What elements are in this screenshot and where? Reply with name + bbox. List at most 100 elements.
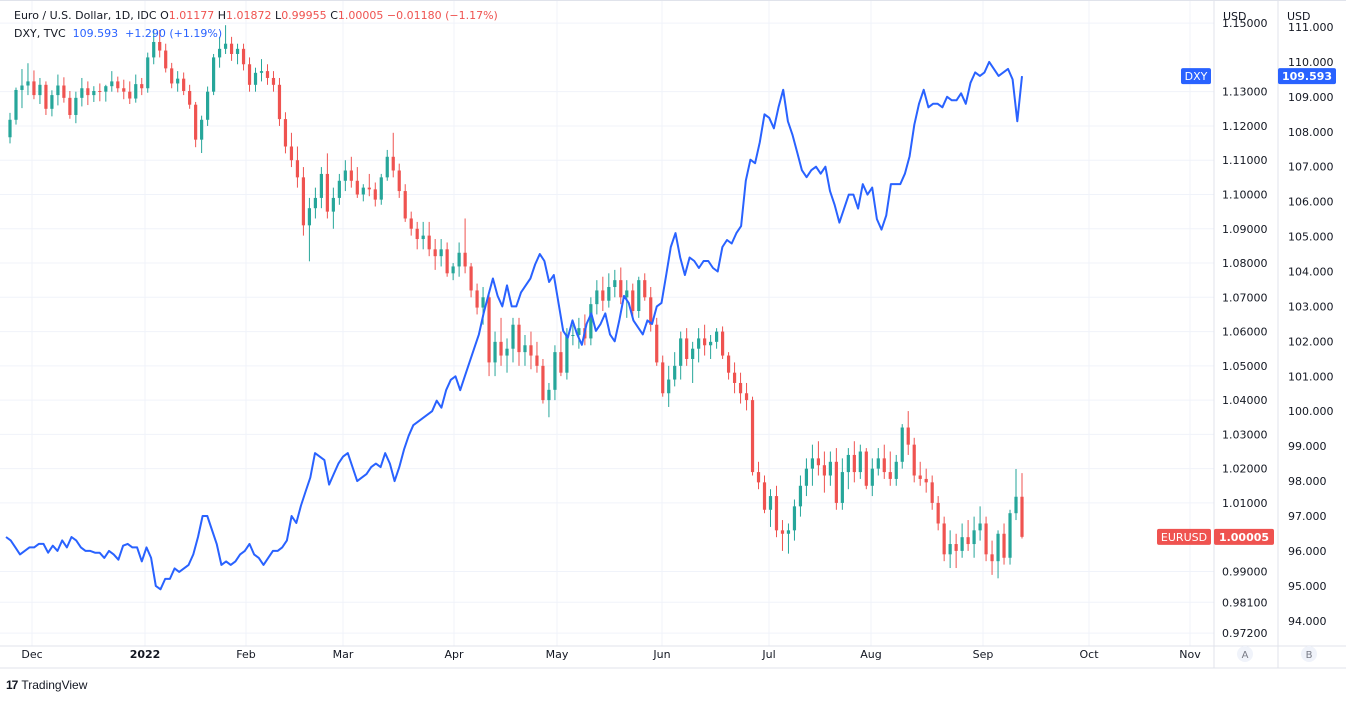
candle[interactable] bbox=[529, 331, 533, 370]
candle[interactable] bbox=[319, 167, 323, 209]
candle[interactable] bbox=[415, 221, 419, 250]
candle[interactable] bbox=[541, 358, 545, 404]
candle[interactable] bbox=[499, 317, 503, 366]
candle[interactable] bbox=[900, 424, 904, 469]
candle[interactable] bbox=[62, 77, 66, 103]
eurusd-symbol[interactable]: Euro / U.S. Dollar, 1D, IDC bbox=[14, 9, 157, 22]
candle[interactable] bbox=[14, 87, 18, 125]
candle[interactable] bbox=[68, 90, 72, 119]
candle[interactable] bbox=[756, 461, 761, 490]
candle[interactable] bbox=[146, 52, 150, 93]
candle[interactable] bbox=[936, 496, 940, 531]
candle[interactable] bbox=[942, 516, 946, 562]
candle[interactable] bbox=[732, 362, 737, 394]
candle[interactable] bbox=[283, 112, 288, 154]
candle[interactable] bbox=[182, 72, 186, 96]
candle[interactable] bbox=[726, 352, 731, 380]
candle[interactable] bbox=[331, 187, 335, 229]
candle[interactable] bbox=[1002, 523, 1006, 565]
candle[interactable] bbox=[691, 341, 695, 383]
candle[interactable] bbox=[427, 221, 431, 257]
candle[interactable] bbox=[463, 218, 467, 274]
candle[interactable] bbox=[954, 533, 958, 569]
eurusd-legend[interactable]: Euro / U.S. Dollar, 1D, IDC O1.01177 H1.… bbox=[14, 9, 498, 22]
candle[interactable] bbox=[882, 444, 886, 479]
price-scale-b[interactable]: 111.000 110.000 109.000 108.000 107.000 106.0… bbox=[1287, 10, 1334, 662]
candle[interactable] bbox=[92, 86, 96, 102]
candle[interactable] bbox=[439, 239, 443, 267]
candle[interactable] bbox=[834, 448, 838, 510]
candle[interactable] bbox=[697, 328, 701, 363]
candle[interactable] bbox=[679, 331, 683, 380]
candle[interactable] bbox=[816, 441, 821, 476]
eurusd-candles[interactable] bbox=[8, 25, 1024, 579]
candle[interactable] bbox=[56, 74, 60, 106]
candle[interactable] bbox=[188, 84, 192, 109]
candle[interactable] bbox=[750, 396, 755, 476]
candle[interactable] bbox=[8, 112, 12, 144]
candle[interactable] bbox=[325, 153, 329, 219]
candle[interactable] bbox=[259, 59, 264, 82]
candle[interactable] bbox=[337, 173, 341, 205]
candle[interactable] bbox=[643, 273, 647, 301]
candle[interactable] bbox=[403, 184, 407, 222]
candle[interactable] bbox=[876, 448, 880, 476]
scale-b-badge-circle[interactable] bbox=[1301, 646, 1317, 662]
dxy-legend[interactable]: DXY, TVC 109.593 +1.290 (+1.19%) bbox=[14, 27, 222, 40]
candle[interactable] bbox=[852, 441, 856, 483]
candle[interactable] bbox=[140, 77, 144, 96]
candle[interactable] bbox=[451, 263, 455, 281]
candle[interactable] bbox=[607, 273, 611, 308]
candle[interactable] bbox=[265, 64, 270, 85]
scale-a-badge-circle[interactable] bbox=[1237, 646, 1253, 662]
candle[interactable] bbox=[924, 468, 928, 493]
candle[interactable] bbox=[164, 43, 168, 73]
candle[interactable] bbox=[26, 63, 30, 96]
candle[interactable] bbox=[20, 69, 24, 109]
candle[interactable] bbox=[517, 317, 521, 366]
candle[interactable] bbox=[571, 324, 575, 346]
candle[interactable] bbox=[738, 372, 743, 404]
candle[interactable] bbox=[846, 448, 850, 490]
candle[interactable] bbox=[397, 163, 401, 198]
candle[interactable] bbox=[110, 71, 114, 92]
candle[interactable] bbox=[116, 76, 120, 93]
candle[interactable] bbox=[822, 451, 826, 493]
candle[interactable] bbox=[176, 71, 180, 92]
candle[interactable] bbox=[828, 451, 832, 486]
candle[interactable] bbox=[44, 81, 48, 115]
candle[interactable] bbox=[505, 338, 509, 373]
candle[interactable] bbox=[870, 458, 874, 497]
candle[interactable] bbox=[373, 182, 377, 207]
candle[interactable] bbox=[918, 461, 922, 486]
candle[interactable] bbox=[289, 132, 294, 168]
candle[interactable] bbox=[253, 67, 258, 92]
time-axis[interactable]: Dec 2022 Feb Mar Apr May Jun Jul Aug Sep Oct Nov bbox=[21, 648, 1201, 661]
candle[interactable] bbox=[709, 334, 713, 359]
candle[interactable] bbox=[307, 197, 312, 262]
candle[interactable] bbox=[685, 328, 689, 366]
candle[interactable] bbox=[475, 283, 479, 315]
candle[interactable] bbox=[223, 25, 228, 54]
candle[interactable] bbox=[637, 276, 641, 318]
candle[interactable] bbox=[720, 326, 725, 359]
candle[interactable] bbox=[780, 520, 785, 551]
candle[interactable] bbox=[667, 365, 671, 407]
candle[interactable] bbox=[966, 520, 970, 551]
candle[interactable] bbox=[247, 57, 252, 92]
candle[interactable] bbox=[774, 485, 779, 538]
candle[interactable] bbox=[649, 287, 653, 332]
candle[interactable] bbox=[559, 331, 563, 377]
candle[interactable] bbox=[457, 242, 461, 277]
candle[interactable] bbox=[409, 211, 413, 236]
candle[interactable] bbox=[930, 475, 934, 510]
candle[interactable] bbox=[170, 62, 174, 89]
candle[interactable] bbox=[200, 115, 204, 154]
candle[interactable] bbox=[864, 448, 868, 490]
candle[interactable] bbox=[38, 77, 42, 105]
candle[interactable] bbox=[134, 74, 138, 103]
candle[interactable] bbox=[50, 90, 54, 117]
candle[interactable] bbox=[445, 242, 449, 277]
candle[interactable] bbox=[98, 83, 102, 102]
